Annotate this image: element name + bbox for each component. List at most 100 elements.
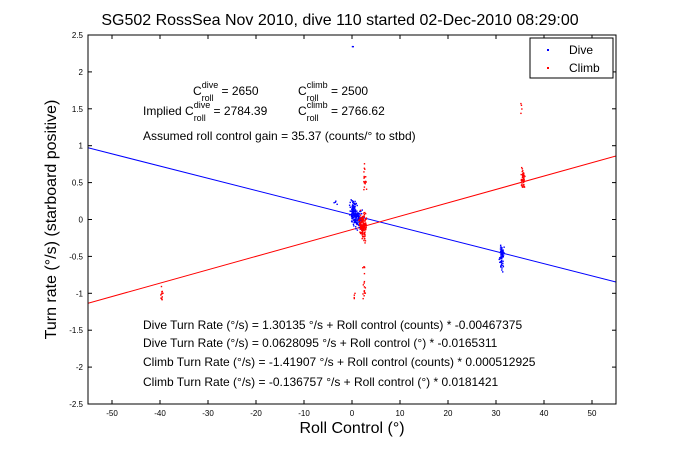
climb-point [521,183,523,185]
dive-point [358,221,360,223]
dive-point [351,207,354,209]
dive-point [356,220,358,222]
climb-point [359,209,362,212]
dive-point [353,219,355,221]
dive-point [499,256,502,258]
y-tick-label: -0.5 [69,252,83,261]
climb-point [363,236,366,238]
dive-point [354,209,357,211]
climb-point [522,179,524,181]
legend-marker-dive [547,49,549,51]
dive-point [501,248,503,250]
climb-point [361,232,363,235]
climb-point [358,222,361,225]
dive-point [499,248,502,250]
climb-point [362,215,364,218]
dive-point [354,221,357,223]
dive-point [353,213,356,215]
legend-marker-climb [547,67,549,69]
climb-point [160,298,163,300]
dive-point [353,216,355,219]
dive-point [356,210,358,212]
climb-point [364,168,366,170]
climb-point [365,188,368,190]
annotation-part: = 2784.39 [210,104,267,118]
annotation-part: Climb Turn Rate (°/s) = -1.41907 °/s + R… [143,355,536,369]
climb-point [363,167,366,169]
climb-fit-line [88,155,616,304]
climb-point [364,176,367,178]
climb-point [521,170,523,173]
climb-point [523,184,525,186]
climb-point [362,267,364,269]
x-tick-label: -30 [202,409,214,418]
climb-point [522,172,524,175]
dive-point [351,214,354,217]
climb-point [520,184,523,186]
dive-point [352,45,354,48]
dive-point [350,220,353,222]
climb-point [520,104,523,107]
climb-point [160,293,163,295]
climb-point [363,176,366,179]
dive-point [498,258,500,261]
climb-point [362,223,364,225]
dive-point [333,202,335,204]
dive-point [356,213,358,215]
climb-point [363,286,366,288]
dive-point [354,226,357,228]
dive-point [501,250,504,252]
dive-point [334,201,337,203]
dive-point [352,213,354,215]
dive-point [352,211,354,213]
climb-point [365,226,367,228]
dive-point [360,212,363,215]
dive-point [352,207,355,209]
dive-point [356,204,358,207]
plot-area [88,35,616,404]
dive-point [500,250,502,252]
climb-point [520,179,523,181]
dive-point [499,257,501,259]
climb-point [365,217,368,219]
dive-point [358,226,360,229]
dive-point [499,246,502,248]
climb-point [353,294,356,296]
climb-point [361,229,363,231]
climb-point [363,163,366,165]
climb-point [362,297,364,300]
climb-point [363,282,365,284]
climb-point [365,181,367,183]
climb-point [359,224,361,226]
dive-point [355,213,357,215]
dive-point [349,201,351,204]
dive-point [352,223,355,226]
climb-point [364,220,366,222]
dive-point [351,210,353,212]
climb-point [364,235,366,237]
climb-point [363,272,366,275]
climb-point [363,188,365,191]
dive-point [351,221,353,223]
dive-point [358,216,360,218]
climb-point [358,219,360,221]
climb-point [364,180,367,183]
climb-point [363,171,365,173]
dive-point [501,257,503,259]
legend: Dive Climb [529,37,614,79]
dive-point [351,204,354,206]
x-tick-label: -50 [106,409,118,418]
climb-point [363,220,365,222]
climb-point [364,183,366,185]
annotation-part: C [298,84,307,98]
climb-point [161,290,163,293]
dive-point [355,202,358,205]
climb-point [364,223,367,225]
annotation-superscript: dive [194,100,211,110]
climb-point [360,224,363,227]
climb-point [523,186,526,188]
annotation-superscript: climb [307,80,328,90]
dive-point [501,254,504,257]
climb-point [363,227,365,229]
climb-point [522,184,524,187]
